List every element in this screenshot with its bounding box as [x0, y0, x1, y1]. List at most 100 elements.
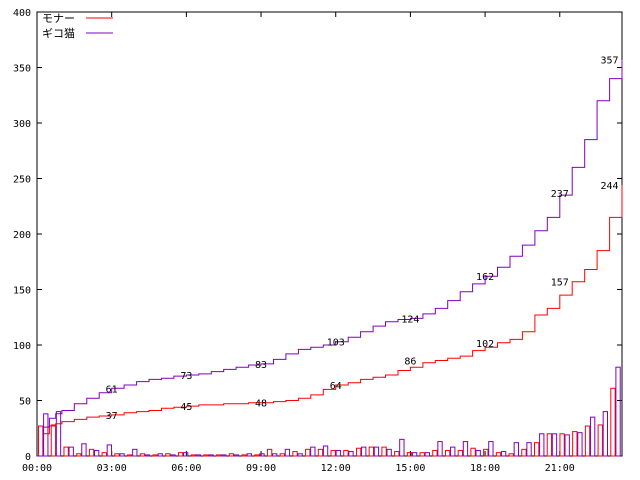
bar-giko	[424, 452, 430, 457]
bar-mona	[254, 454, 260, 457]
hourly-bars	[38, 366, 621, 457]
bar-mona	[305, 448, 311, 457]
bar-mona	[483, 448, 489, 457]
bar-mona	[584, 425, 591, 457]
bar-mona	[444, 449, 451, 457]
bar-giko	[589, 416, 596, 457]
y-tick-label: 50	[19, 397, 31, 408]
legend: モナー ギコ猫	[42, 12, 113, 40]
bar-giko	[500, 451, 507, 457]
bar-mona	[597, 424, 603, 457]
y-tick-label: 100	[13, 341, 31, 352]
x-tick-label: 12:00	[321, 463, 351, 474]
bar-mona	[534, 442, 540, 457]
legend-label-giko: ギコ猫	[42, 27, 75, 40]
bar-giko	[195, 454, 202, 457]
data-label-giko: 103	[327, 338, 345, 349]
bar-giko	[157, 453, 163, 457]
bar-giko	[170, 454, 176, 457]
bar-giko	[233, 454, 240, 457]
bar-mona	[546, 433, 553, 457]
tick-labels: 0 50 100 150 200 250 300 350 400 00:00 03:00 06:00 0…	[13, 8, 575, 474]
bar-mona	[355, 447, 362, 457]
bar-giko	[602, 411, 609, 457]
bar-giko	[475, 449, 481, 457]
bar-mona	[381, 446, 387, 457]
bar-giko	[513, 442, 519, 457]
bar-giko	[373, 446, 380, 457]
bar-giko	[221, 454, 227, 457]
y-tick-label: 400	[13, 8, 31, 19]
bar-giko	[348, 451, 354, 457]
bar-giko	[411, 452, 418, 457]
bar-giko	[386, 448, 392, 457]
y-tick-label: 200	[13, 230, 31, 241]
bar-mona	[139, 453, 146, 457]
bar-mona	[177, 452, 184, 457]
bar-giko	[43, 413, 49, 457]
data-label-mona: 37	[106, 411, 118, 422]
bar-mona	[241, 454, 247, 457]
bar-mona	[330, 449, 336, 457]
data-label-giko: 162	[476, 272, 494, 283]
bar-mona	[292, 451, 298, 457]
y-tick-label: 0	[25, 452, 31, 463]
bar-mona	[495, 452, 502, 457]
y-tick-label: 150	[13, 286, 31, 297]
bar-giko	[399, 438, 405, 457]
bar-giko	[437, 441, 443, 457]
data-label-giko: 357	[601, 56, 619, 67]
data-label-giko: 73	[180, 371, 192, 382]
bar-mona	[279, 453, 285, 457]
bar-giko	[106, 444, 113, 457]
bar-giko	[183, 452, 189, 457]
bar-mona	[165, 453, 171, 457]
bar-mona	[610, 387, 616, 457]
bar-mona	[152, 454, 158, 457]
bar-mona	[114, 453, 120, 457]
bar-giko	[284, 448, 291, 457]
data-label-giko: 83	[255, 360, 267, 371]
bar-mona	[432, 449, 438, 457]
data-label-mona: 64	[330, 381, 342, 392]
bar-giko	[526, 442, 532, 457]
series-line-giko	[37, 59, 623, 457]
x-tick-label: 18:00	[470, 463, 500, 474]
bar-mona	[38, 425, 44, 457]
bar-mona	[419, 452, 425, 457]
bar-giko	[310, 446, 316, 457]
data-label-mona: 48	[255, 399, 267, 410]
x-tick-label: 00:00	[22, 463, 52, 474]
bar-mona	[317, 448, 324, 457]
bar-giko	[488, 441, 494, 457]
bar-giko	[119, 453, 125, 457]
bar-mona	[394, 451, 400, 457]
bar-giko	[335, 449, 341, 457]
bar-giko	[208, 454, 214, 457]
bar-mona	[457, 449, 464, 457]
bar-giko	[55, 411, 62, 457]
bar-giko	[615, 366, 621, 457]
x-tick-label: 03:00	[97, 463, 127, 474]
cumulative-lines	[37, 59, 623, 457]
data-label-mona: 157	[551, 278, 569, 289]
bar-giko	[450, 446, 456, 457]
bar-giko	[322, 445, 329, 457]
x-tick-label: 21:00	[545, 463, 575, 474]
bar-mona	[228, 453, 235, 457]
legend-label-mona: モナー	[42, 12, 75, 25]
bar-giko	[272, 453, 278, 457]
data-label-mona: 102	[476, 339, 494, 350]
bar-giko	[551, 433, 558, 457]
y-tick-label: 300	[13, 119, 31, 130]
data-labels: 37 45 48 64 86 102 157 244 61 73 83 103 124 162 237 357	[106, 56, 619, 422]
bar-giko	[539, 433, 545, 457]
bar-mona	[559, 433, 565, 457]
bar-mona	[343, 449, 349, 457]
y-tick-label: 350	[13, 64, 31, 75]
bar-giko	[361, 446, 367, 457]
bar-giko	[462, 441, 469, 457]
data-label-mona: 45	[180, 402, 192, 413]
bar-mona	[572, 431, 578, 457]
